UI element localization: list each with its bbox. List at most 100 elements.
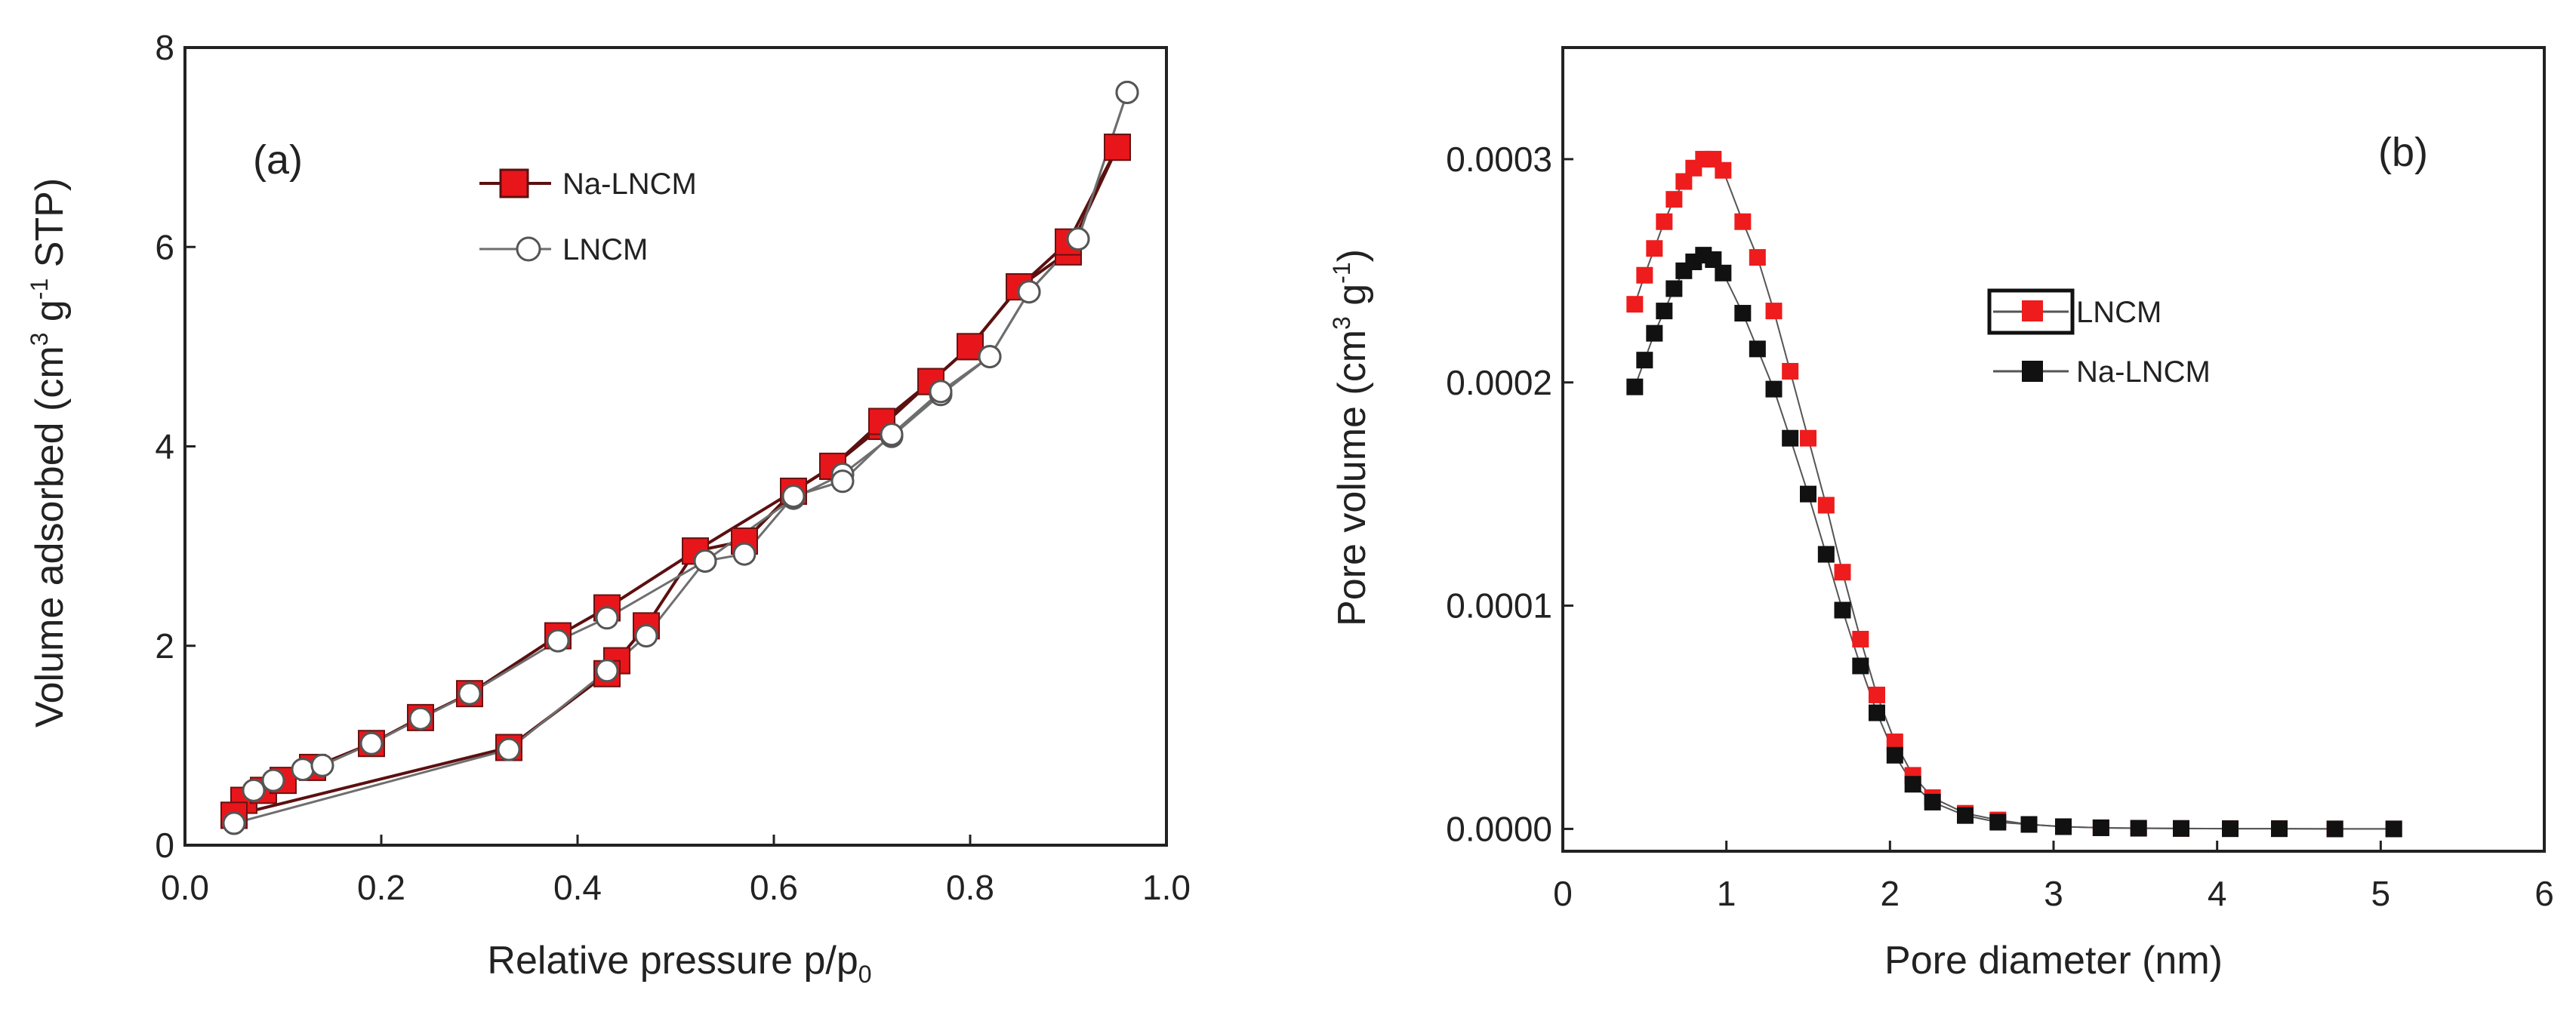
point-na-lncm [1852, 657, 1869, 675]
point-na-lncm [1626, 378, 1644, 395]
panel-b-y-tick-label: 0.0000 [1446, 809, 1552, 848]
point-na-lncm [1749, 340, 1766, 358]
panel-b-ticks: 0 1 2 3 4 5 6 0.0000 0.0001 0.0002 0.0003 [1446, 140, 2554, 913]
panel-a-label: (a) [253, 137, 303, 183]
panel-b-y-tick-label: 0.0001 [1446, 586, 1552, 626]
panel-b-y-title-pre: Pore volume (cm [1330, 330, 1374, 626]
point-lncm [1636, 266, 1653, 284]
panel-a-y-tick-label: 0 [155, 826, 174, 865]
point-lncm-adsorption [458, 681, 482, 706]
point-lncm [1675, 173, 1693, 190]
point-lncm-desorption [634, 624, 658, 648]
panel-a-y-tick-label: 8 [155, 28, 174, 67]
point-lncm-adsorption [408, 706, 433, 730]
panel-b-x-tick-label: 1 [1717, 874, 1736, 913]
panel-b-y-tick-label: 0.0003 [1446, 140, 1552, 179]
panel-b-x-tick-label: 4 [2208, 874, 2227, 913]
point-lncm-desorption [929, 380, 953, 404]
panel-a-x-tick-label: 1.0 [1142, 868, 1191, 907]
panel-a-x-tick-label: 0.4 [553, 868, 602, 907]
point-na-lncm [1869, 704, 1885, 721]
point-na-lncm [1665, 280, 1683, 297]
legend-marker-na-lncm-b [2022, 361, 2043, 382]
point-lncm [1834, 564, 1851, 581]
point-na-lncm [1636, 352, 1653, 369]
point-na-lncm [2055, 818, 2072, 835]
point-lncm-adsorption [261, 768, 285, 792]
legend-label-na-lncm-b: Na-LNCM [2076, 355, 2211, 389]
panel-a-y-tick-label: 4 [155, 427, 174, 466]
point-lncm-desorption [732, 542, 756, 566]
point-na-lncm [1817, 546, 1835, 563]
panel-b: 0 1 2 3 4 5 6 0.0000 0.0001 0.0002 0.0003 (b) Pore… [1328, 46, 2554, 983]
point-na-lncm-desorption [1104, 134, 1131, 161]
legend-marker-lncm [516, 236, 541, 262]
panel-a-x-axis-title-sub: 0 [858, 961, 872, 988]
point-na-lncm [2385, 820, 2402, 838]
point-lncm-adsorption [242, 778, 266, 802]
point-lncm-adsorption [359, 731, 384, 755]
point-na-lncm [1734, 305, 1752, 322]
point-na-lncm [2092, 819, 2109, 836]
point-na-lncm [2130, 820, 2147, 837]
panel-b-y-title-post: ) [1330, 249, 1374, 262]
panel-b-label: (b) [2378, 130, 2428, 175]
point-lncm [1782, 362, 1799, 380]
panel-a-x-tick-label: 0.8 [946, 868, 994, 907]
panel-b-markers [1626, 150, 2402, 838]
panel-a-y-title-mid: g [28, 300, 72, 332]
panel-a-markers [220, 80, 1139, 835]
point-na-lncm [1646, 324, 1663, 342]
point-lncm [1715, 161, 1732, 179]
panel-a-y-axis-title: Volume adsorbed (cm3 g-1 STP) [26, 178, 72, 727]
panel-a-x-tick-label: 0.2 [357, 868, 405, 907]
panel-a-y-tick-label: 6 [155, 227, 174, 266]
point-na-lncm [2271, 820, 2288, 838]
point-lncm [1626, 296, 1644, 313]
panel-a-legend: Na-LNCM LNCM [479, 168, 697, 266]
point-lncm-desorption [595, 659, 619, 683]
point-lncm [1817, 497, 1835, 514]
point-lncm-desorption [781, 484, 806, 509]
point-lncm [1800, 429, 1816, 447]
panel-b-y-tick-label: 0.0002 [1446, 363, 1552, 402]
point-lncm [1886, 734, 1903, 751]
legend-frame-lncm [1987, 288, 2075, 335]
panel-a-y-title-sup1: 3 [26, 333, 53, 346]
point-na-lncm [1800, 485, 1816, 503]
point-na-lncm [1782, 429, 1799, 447]
point-na-lncm [1765, 380, 1783, 398]
point-lncm [1734, 213, 1752, 230]
panel-a-x-axis-title: Relative pressure p/p0 [487, 939, 871, 988]
panel-b-x-tick-label: 5 [2371, 874, 2391, 913]
point-na-lncm [2173, 820, 2189, 837]
panel-a-y-title-post: STP) [28, 178, 72, 278]
panel-a-x-tick-label: 0.6 [750, 868, 798, 907]
legend-label-na-lncm: Na-LNCM [562, 168, 697, 201]
point-na-lncm [1924, 793, 1941, 810]
panel-a: 0.0 0.2 0.4 0.6 0.8 1.0 0 2 4 6 8 (a) Relative pre… [26, 28, 1191, 988]
legend-marker-lncm-b [2022, 300, 2043, 321]
panel-b-y-title-sup1: 3 [1328, 316, 1355, 330]
point-lncm-desorption [222, 811, 246, 835]
point-lncm [1852, 630, 1869, 647]
legend-label-lncm-b: LNCM [2076, 296, 2162, 329]
point-na-lncm [1834, 601, 1851, 619]
panel-a-y-title-sup2: -1 [26, 278, 53, 300]
point-lncm [1869, 686, 1885, 703]
point-na-lncm [2020, 816, 2038, 833]
point-na-lncm [1715, 264, 1732, 281]
point-na-lncm [1886, 746, 1903, 764]
legend-marker-na-lncm [499, 168, 529, 198]
panel-b-x-tick-label: 2 [1881, 874, 1900, 913]
point-lncm-desorption [497, 737, 521, 761]
panel-a-y-tick-label: 2 [155, 626, 174, 666]
point-na-lncm [1904, 776, 1921, 793]
point-lncm-desorption [880, 423, 904, 447]
point-lncm-desorption [1017, 280, 1041, 304]
point-na-lncm [2326, 820, 2343, 838]
panel-b-y-title-sup2: -1 [1328, 262, 1355, 283]
panel-b-x-axis-title: Pore diameter (nm) [1884, 939, 2223, 983]
point-lncm [1765, 303, 1783, 320]
